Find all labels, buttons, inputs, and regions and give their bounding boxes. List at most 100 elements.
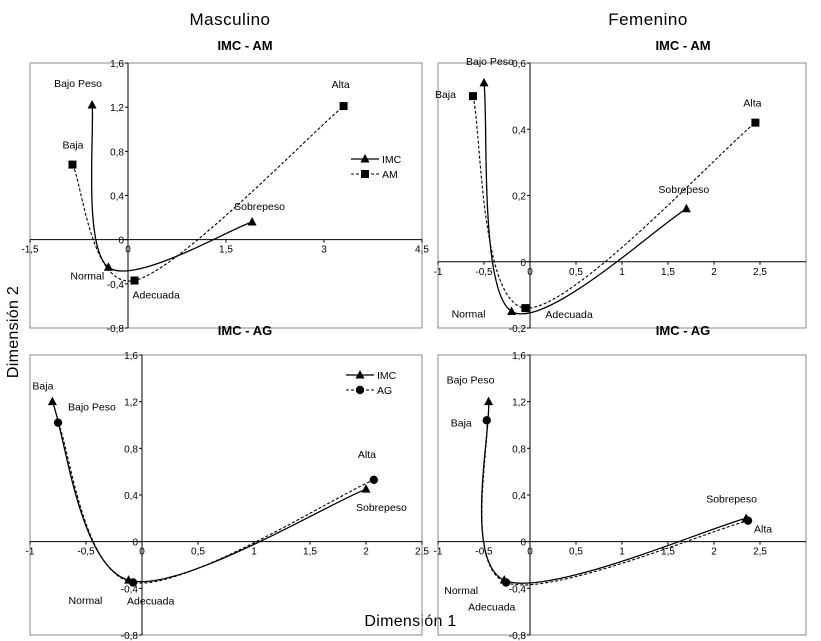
- y-tick-label: 0,4: [512, 125, 526, 136]
- x-tick-label: 2,5: [415, 547, 429, 558]
- data-point-triangle: [361, 484, 371, 493]
- point-label: Alta: [754, 524, 772, 536]
- x-tick-label: 1: [619, 267, 625, 278]
- series-line: [51, 401, 367, 583]
- series-ag: [53, 418, 379, 587]
- y-tick-label: -0,2: [509, 324, 527, 335]
- column-title-masculino: Masculino: [189, 10, 271, 29]
- data-point-square: [468, 92, 477, 101]
- plot-frame: [437, 62, 807, 329]
- data-point-triangle: [484, 396, 494, 406]
- point-label: Normal: [69, 595, 103, 607]
- panel-title: IMC - AM: [655, 38, 710, 53]
- point-label: Normal: [444, 585, 478, 597]
- legend-label: IMC: [377, 370, 397, 382]
- y-tick-label: -0,8: [121, 631, 139, 641]
- data-point-triangle: [47, 396, 57, 406]
- point-label: Adecuada: [545, 309, 592, 321]
- y-tick-label: 0: [118, 236, 124, 247]
- x-tick-label: 1,5: [661, 547, 675, 558]
- y-tick-label: 1,2: [124, 398, 138, 409]
- chart-imc-am-masculino: IMC - AM -1,5 0 1,5 3 4,5 -0,8 -0,4 0 0,4 0,8 1,2 1,…: [21, 38, 429, 335]
- data-point-circle: [743, 516, 753, 525]
- x-tick-label: 0,5: [191, 547, 205, 558]
- point-label: Baja: [62, 140, 83, 152]
- x-tick-label: 1,5: [303, 547, 317, 558]
- x-tick-label: 3: [321, 245, 327, 256]
- chart-imc-ag-masculino: IMC - AG -1 -0,5 0 0,5 1 1,5 2 2,5 -0,8 -0,4 0 0,4 0,…: [26, 323, 430, 641]
- point-label: Normal: [452, 308, 486, 320]
- point-label: Sobrepeso: [234, 201, 285, 213]
- x-tick-label: -1: [26, 547, 35, 558]
- point-label: Baja: [435, 89, 456, 101]
- x-tick-label: -0,5: [475, 547, 493, 558]
- chart-imc-am-femenino: IMC - AM -1 -0,5 0 0,5 1 1,5 2 2,5 -0,2 0 0,2 0,4 0,6…: [434, 38, 807, 335]
- x-tick-label: 1: [619, 547, 625, 558]
- x-tick-label: 0: [139, 547, 145, 558]
- legend-marker-triangle: [355, 370, 365, 379]
- panel-title: IMC - AM: [217, 38, 272, 53]
- panel-title: IMC - AG: [218, 323, 272, 338]
- x-tick-label: 1,5: [219, 245, 233, 256]
- legend-label: AM: [382, 169, 398, 181]
- x-axis-title: Dimensión 1: [364, 613, 457, 630]
- legend: IMC AG: [346, 370, 397, 397]
- point-label: Alta: [358, 449, 376, 461]
- legend-marker-circle: [355, 385, 365, 395]
- y-tick-label: 0: [520, 538, 526, 549]
- series-imc: [87, 99, 257, 272]
- legend: IMC AM: [351, 154, 402, 181]
- data-point-square: [521, 304, 530, 313]
- data-point-circle: [501, 578, 511, 587]
- legend-label: AG: [377, 385, 392, 397]
- x-tick-label: 2: [363, 547, 369, 558]
- y-tick-label: 1,2: [512, 398, 526, 409]
- y-tick-label: -0,8: [107, 324, 125, 335]
- plot-frame: [29, 354, 423, 636]
- y-tick-label: 0: [520, 258, 526, 269]
- data-point-circle: [482, 416, 491, 425]
- x-tick-label: 2,5: [753, 267, 767, 278]
- series-line: [57, 422, 375, 584]
- legend-label: IMC: [382, 154, 402, 166]
- y-tick-label: 0,4: [512, 491, 526, 502]
- panel-title: IMC - AG: [656, 323, 710, 338]
- x-tick-label: 2: [711, 267, 717, 278]
- point-label: Adecuada: [127, 596, 174, 608]
- x-tick-label: 2,5: [753, 547, 767, 558]
- y-tick-label: 1,6: [110, 59, 124, 70]
- data-point-circle: [128, 578, 138, 587]
- series-am: [468, 92, 760, 313]
- y-tick-label: -0,4: [509, 584, 527, 595]
- point-label: Alta: [743, 98, 761, 110]
- data-point-triangle: [479, 77, 489, 87]
- y-tick-label: 0,6: [512, 59, 526, 70]
- y-tick-label: 0: [132, 538, 138, 549]
- series-imc: [479, 77, 691, 315]
- y-tick-label: 0,2: [512, 192, 526, 203]
- y-axis-title-text: Dimensión 2: [5, 285, 22, 379]
- series-line: [72, 105, 344, 282]
- x-tick-label: -0,5: [77, 547, 95, 558]
- series-am: [68, 102, 348, 285]
- data-point-square: [751, 118, 760, 127]
- y-tick-label: 1,6: [512, 351, 526, 362]
- data-point-square: [339, 102, 348, 111]
- data-point-square: [68, 160, 77, 169]
- point-label: Adecuada: [468, 602, 515, 614]
- point-label: Baja: [451, 417, 472, 429]
- point-label: Alta: [332, 79, 350, 91]
- x-tick-label: 1: [251, 547, 257, 558]
- y-tick-label: 1,6: [124, 351, 138, 362]
- data-point-circle: [53, 418, 63, 427]
- y-tick-label: -0,8: [509, 631, 527, 641]
- data-point-triangle: [681, 203, 691, 213]
- y-tick-label: 0,8: [512, 444, 526, 455]
- point-label: Sobrepeso: [356, 502, 407, 514]
- point-label: Bajo Peso: [68, 402, 116, 414]
- y-tick-label: 0,8: [110, 147, 124, 158]
- x-tick-label: 0: [527, 547, 533, 558]
- y-tick-label: 0,4: [124, 491, 138, 502]
- x-tick-label: 0: [527, 267, 533, 278]
- legend-marker-square: [361, 170, 369, 178]
